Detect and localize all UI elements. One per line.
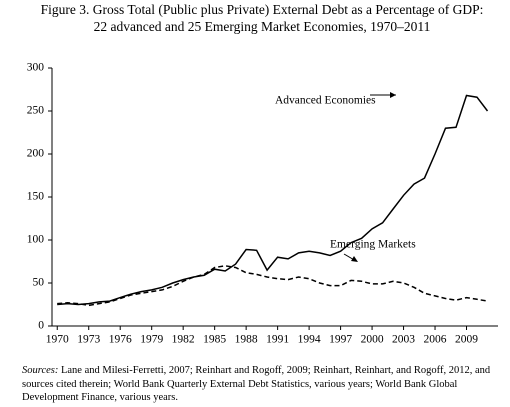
y-tick-label: 50 <box>33 277 45 289</box>
sources-label: Sources: <box>22 365 59 376</box>
x-tick-label: 1988 <box>235 334 258 346</box>
chart-title: Figure 3. Gross Total (Public plus Priva… <box>41 2 484 17</box>
x-tick-label: 1997 <box>329 334 352 346</box>
y-tick-label: 150 <box>27 191 45 203</box>
x-tick-label: 1994 <box>298 334 321 346</box>
y-tick-label: 200 <box>27 148 45 160</box>
x-tick-label: 1973 <box>77 334 100 346</box>
y-tick-label: 300 <box>27 62 45 74</box>
x-tick-label: 1985 <box>203 334 226 346</box>
x-tick-label: 1991 <box>266 334 289 346</box>
sources-text: Lane and Milesi-Ferretti, 2007; Reinhart… <box>22 365 491 403</box>
x-tick-label: 2006 <box>424 334 447 346</box>
x-tick-label: 1976 <box>109 334 132 346</box>
x-tick-label: 2003 <box>392 334 415 346</box>
x-tick-label: 1970 <box>46 334 69 346</box>
y-tick-label: 0 <box>38 320 44 332</box>
x-tick-label: 1979 <box>140 334 163 346</box>
arrowhead <box>390 92 396 98</box>
y-tick-label: 250 <box>27 105 45 117</box>
x-tick-label: 2009 <box>455 334 478 346</box>
sources: Sources: Lane and Milesi-Ferretti, 2007;… <box>22 364 500 405</box>
y-tick-label: 100 <box>27 234 45 246</box>
chart-subtitle: 22 advanced and 25 Emerging Market Econo… <box>94 19 431 34</box>
annotation: Advanced Economies <box>275 95 376 107</box>
chart: Figure 3. Gross Total (Public plus Priva… <box>27 2 498 346</box>
series-line <box>57 265 488 307</box>
series-line <box>57 94 489 306</box>
x-tick-label: 1982 <box>172 334 195 346</box>
arrowhead <box>351 256 358 262</box>
x-tick-label: 2000 <box>361 334 384 346</box>
